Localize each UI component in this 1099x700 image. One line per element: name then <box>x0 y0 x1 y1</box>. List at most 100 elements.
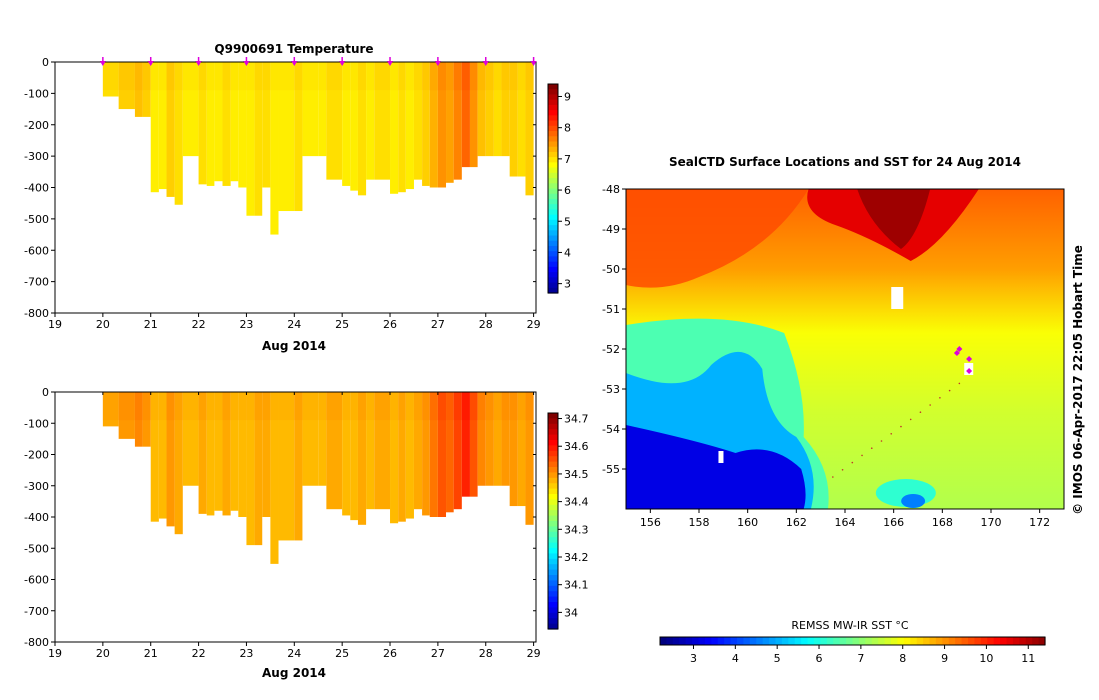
track-dot <box>880 440 883 442</box>
profile-column <box>230 392 239 511</box>
profile-surface-band <box>501 62 510 91</box>
profile-column <box>326 392 343 510</box>
profile-surface-band <box>198 62 207 91</box>
sst-colorbar-swatch <box>724 637 732 645</box>
x-tick-label: 29 <box>527 318 541 331</box>
profile-column <box>422 392 430 516</box>
sst-colorbar-swatch <box>762 637 770 645</box>
sst-colorbar-swatch <box>1032 637 1040 645</box>
coldest-water-region <box>626 425 806 509</box>
profile-surface-band <box>493 62 502 91</box>
sst-colorbar-swatch <box>878 637 886 645</box>
profile-column <box>142 392 151 447</box>
profile-column <box>437 62 447 188</box>
profile-column <box>270 62 279 235</box>
map-x-tick-label: 158 <box>689 516 710 529</box>
sst-colorbar-swatch <box>737 637 745 645</box>
colorbar-swatch <box>548 472 558 479</box>
sst-colorbar-tick-label: 11 <box>1021 652 1035 665</box>
x-tick-label: 25 <box>335 318 349 331</box>
profile-column <box>398 62 406 193</box>
sst-colorbar-swatch <box>711 637 719 645</box>
y-tick-label: -700 <box>24 276 49 289</box>
colorbar-swatch <box>548 483 558 490</box>
profile-surface-band <box>166 62 175 91</box>
profile-surface-band <box>390 62 399 91</box>
profile-marker <box>339 61 346 66</box>
map-x-tick-label: 162 <box>786 516 807 529</box>
profile-surface-band <box>142 392 151 421</box>
track-dot <box>832 476 834 478</box>
colorbar-swatch <box>548 272 558 278</box>
profile-surface-band <box>437 62 447 91</box>
sst-colorbar-swatch <box>685 637 693 645</box>
profile-surface-band <box>437 392 447 421</box>
profile-surface-band <box>357 392 367 421</box>
colorbar-tick-label: 9 <box>564 90 571 103</box>
colorbar-swatch <box>548 558 558 565</box>
x-tick-label: 23 <box>239 318 253 331</box>
sst-colorbar-swatch <box>1012 637 1020 645</box>
sst-colorbar-swatch <box>858 637 866 645</box>
profile-column <box>278 392 295 541</box>
profile-marker <box>387 61 394 66</box>
sst-colorbar-swatch <box>1006 637 1014 645</box>
map-y-tick-label: -55 <box>602 463 620 476</box>
profile-surface-band <box>262 62 271 91</box>
x-tick-label: 26 <box>383 318 397 331</box>
sst-colorbar-swatch <box>968 637 976 645</box>
profile-surface-band <box>469 62 478 91</box>
colorbar-swatch <box>548 89 558 96</box>
profile-surface-band <box>318 62 327 91</box>
sst-colorbar-swatch <box>871 637 879 645</box>
map-x-tick-label: 164 <box>835 516 856 529</box>
profile-surface-band <box>405 62 414 91</box>
sst-colorbar-swatch <box>910 637 918 645</box>
profile-column <box>182 392 199 486</box>
profile-column <box>270 392 279 564</box>
profile-column <box>262 392 271 517</box>
profile-surface-band <box>214 392 223 421</box>
profile-column <box>206 392 215 516</box>
profile-column <box>174 62 183 205</box>
profile-column <box>501 62 510 157</box>
profile-surface-band <box>366 392 375 421</box>
sst-colorbar-swatch <box>884 637 892 645</box>
colorbar-swatch <box>548 591 558 598</box>
sst-colorbar-tick-label: 5 <box>774 652 781 665</box>
map-x-tick-label: 166 <box>883 516 904 529</box>
profile-surface-band <box>206 392 215 421</box>
profile-column <box>398 392 406 522</box>
track-dot <box>929 404 931 406</box>
colorbar-swatch <box>548 488 558 495</box>
profile-surface-band <box>222 392 231 421</box>
profile-marker <box>434 61 441 66</box>
profile-column <box>254 392 263 546</box>
profile-surface-band <box>294 62 303 91</box>
colorbar-swatch <box>548 602 558 608</box>
colorbar-swatch <box>548 499 558 506</box>
profile-surface-band <box>326 62 343 91</box>
colorbar-swatch <box>548 494 558 500</box>
profile-column <box>150 392 159 522</box>
profile-surface-band <box>413 392 423 421</box>
profile-column <box>357 62 367 196</box>
profile-column <box>174 392 183 535</box>
profile-surface-band <box>142 62 151 91</box>
colorbar-swatch <box>548 526 558 533</box>
x-tick-label: 27 <box>431 318 445 331</box>
sst-colorbar-swatch <box>916 637 924 645</box>
track-dot <box>861 454 863 457</box>
sst-colorbar-tick-label: 7 <box>857 652 864 665</box>
profile-surface-band <box>485 392 494 421</box>
profile-surface-band <box>493 392 502 421</box>
profile-surface-band <box>429 392 438 421</box>
profile-surface-band <box>182 62 199 91</box>
sst-colorbar-swatch <box>852 637 860 645</box>
profile-surface-band <box>525 392 534 421</box>
profile-surface-band <box>262 392 271 421</box>
y-tick-label: -700 <box>24 605 49 618</box>
colorbar-tick-label: 34.5 <box>564 468 589 481</box>
profile-column <box>350 62 358 191</box>
temperature-x-axis-label: Aug 2014 <box>262 339 326 353</box>
